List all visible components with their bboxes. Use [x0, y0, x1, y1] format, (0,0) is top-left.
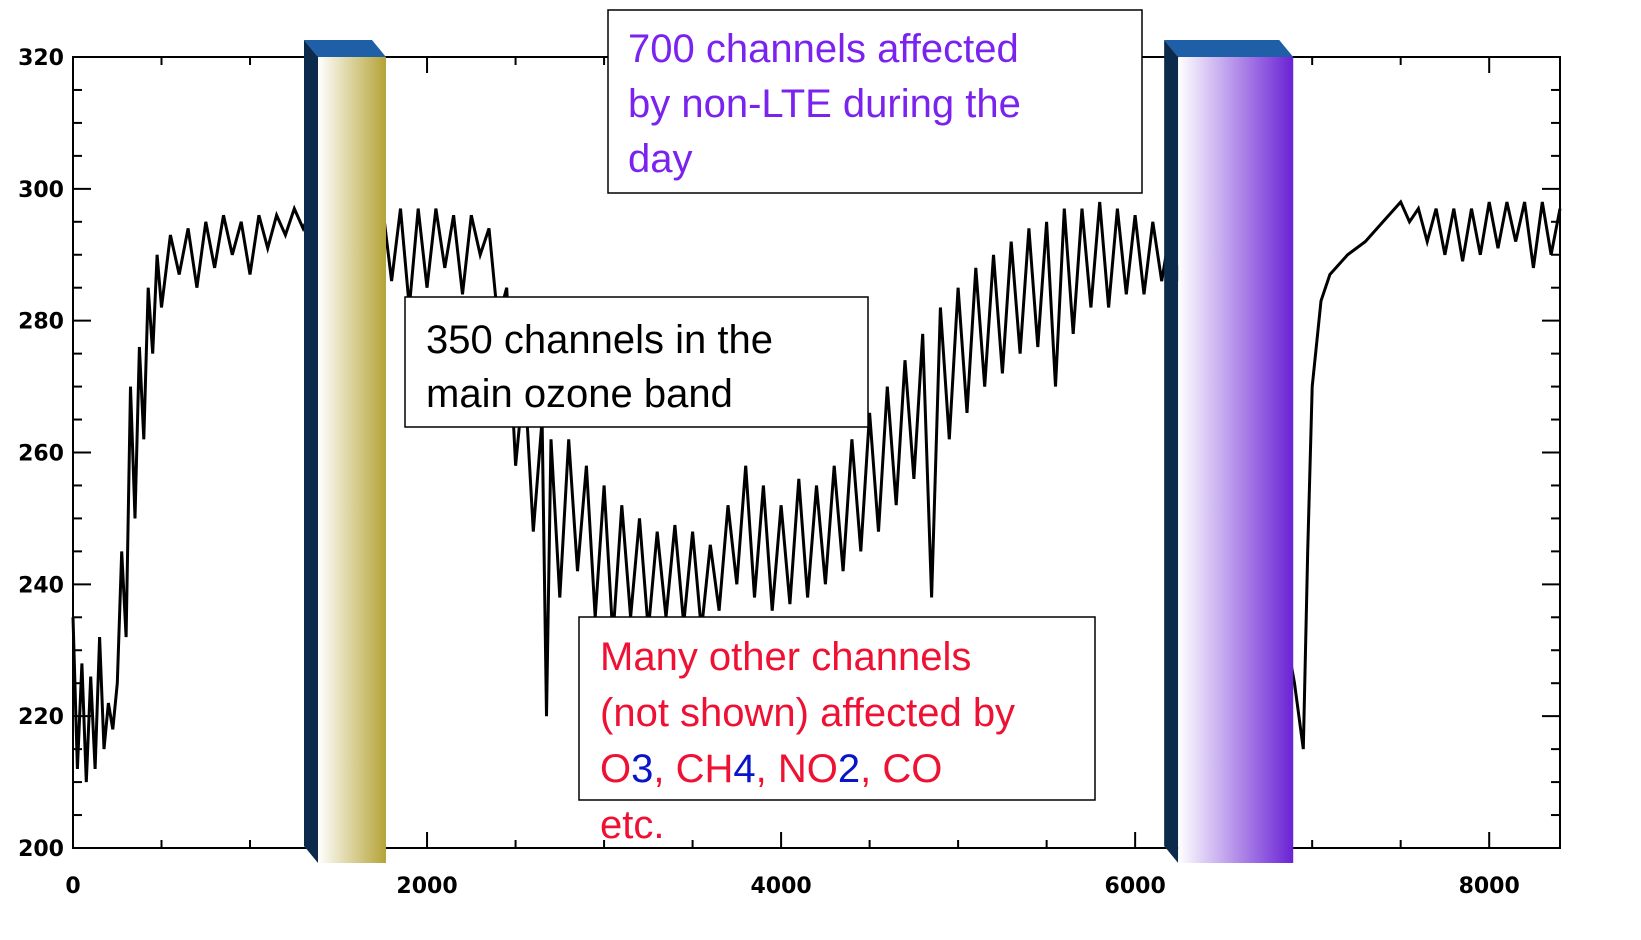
- annotation-run: Many other channels: [600, 635, 971, 679]
- highlight-bevel: [304, 40, 386, 57]
- annotation-run: etc.: [600, 803, 664, 847]
- annotation-text: day: [628, 137, 693, 181]
- annotation-text: 700 channels affected: [628, 27, 1019, 71]
- annotation-text: Many other channels: [600, 635, 971, 679]
- annotation-text: 350 channels in the: [426, 318, 773, 362]
- annotation-text: by non-LTE during the: [628, 82, 1021, 126]
- annotation-run: O: [600, 747, 631, 791]
- y-tick-label: 260: [18, 442, 64, 467]
- annotation-text: etc.: [600, 803, 664, 847]
- annotation-run: 4: [733, 747, 755, 791]
- y-tick-label: 300: [18, 178, 64, 203]
- highlight-bevel: [1164, 40, 1294, 57]
- y-tick-label: 320: [18, 46, 64, 71]
- annotation-text: (not shown) affected by: [600, 691, 1015, 735]
- annotation-run: 3: [631, 747, 653, 791]
- x-tick-label: 4000: [750, 874, 811, 899]
- x-tick-label: 0: [65, 874, 80, 899]
- y-tick-label: 220: [18, 705, 64, 730]
- y-tick-label: 280: [18, 310, 64, 335]
- y-tick-label: 240: [18, 573, 64, 598]
- highlight-side: [304, 40, 319, 863]
- highlight-band: [1178, 57, 1294, 863]
- annotation-run: , CH: [653, 747, 733, 791]
- x-tick-label: 6000: [1105, 874, 1166, 899]
- annotation-run: 2: [838, 747, 860, 791]
- annotation-box: [607, 9, 1143, 194]
- highlight-band: [318, 57, 386, 863]
- annotation-run: , NO: [756, 747, 838, 791]
- annotation-run: (not shown) affected by: [600, 691, 1015, 735]
- annotation-run: , CO: [860, 747, 942, 791]
- x-tick-label: 8000: [1459, 874, 1520, 899]
- annotation-text: main ozone band: [426, 372, 733, 416]
- annotation-box: [578, 616, 1096, 801]
- y-tick-label: 200: [18, 837, 64, 862]
- highlight-side: [1164, 40, 1179, 863]
- annotation-box: [404, 296, 869, 428]
- x-tick-label: 2000: [396, 874, 457, 899]
- annotation-text: O3, CH4, NO2, CO: [600, 747, 942, 791]
